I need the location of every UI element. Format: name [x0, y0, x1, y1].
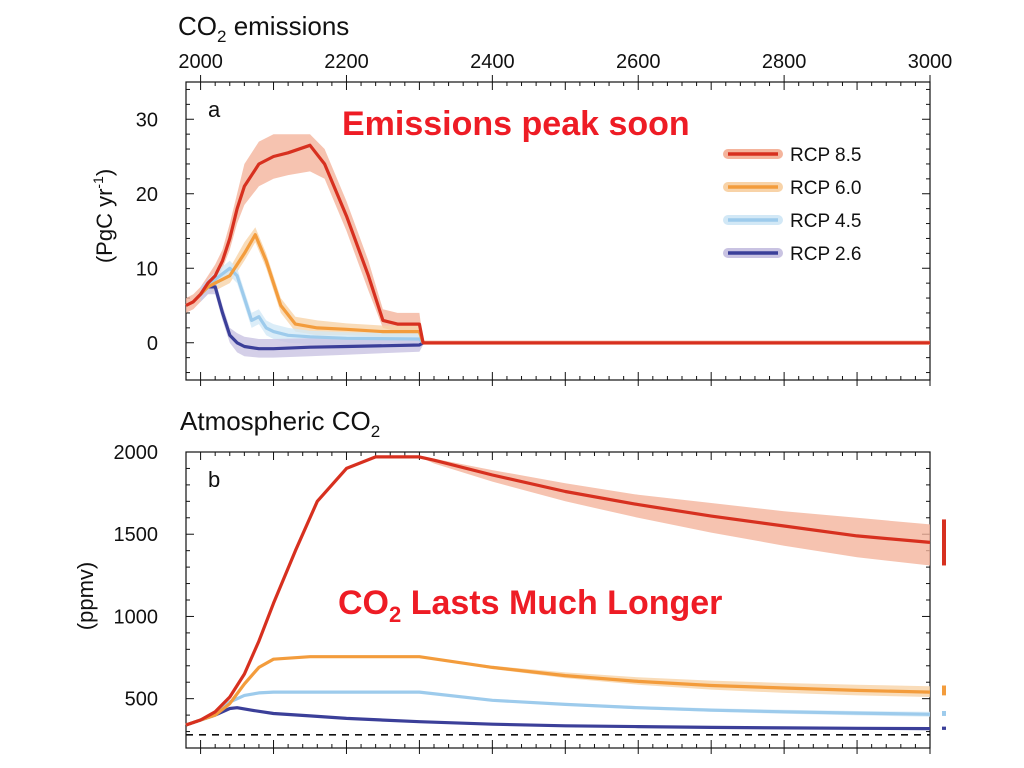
- line-rcp-6-0: [185, 655, 931, 727]
- x-tick-label: 2600: [616, 51, 661, 73]
- line-rcp-2-6: [199, 285, 424, 351]
- panel-a-label: a: [208, 97, 221, 122]
- panel-b-side-markers: [942, 519, 946, 730]
- legend-label: RCP 2.6: [790, 244, 861, 265]
- band-rcp-8-5: [186, 134, 930, 345]
- panel-a-uncertainty-bands: [186, 134, 930, 358]
- y-tick-label: 500: [125, 689, 158, 711]
- y-tick-label: 2000: [114, 442, 159, 464]
- band-rcp-8-5: [186, 456, 930, 725]
- x-tick-label: 3000: [908, 51, 953, 73]
- panel-b-series-lines: [185, 455, 931, 736]
- y-tick-label: 30: [136, 109, 158, 131]
- legend-label: RCP 6.0: [790, 178, 861, 199]
- headline-top: Emissions peak soon: [342, 105, 690, 143]
- line-rcp-4-5: [199, 266, 425, 344]
- line-rcp-8-5: [185, 143, 930, 345]
- panel-a-y-axis-label: (PgC yr-1): [90, 169, 117, 263]
- y-tick-label: 20: [136, 184, 158, 206]
- legend-label: RCP 4.5: [790, 211, 861, 232]
- panel-b-frame: 500 1000 1500 2000: [114, 442, 931, 754]
- side-marker-rcp-2-6: [942, 726, 946, 730]
- panel-a-title: CO2 emissions: [178, 11, 349, 46]
- line-rcp-4-5: [185, 690, 931, 727]
- x-tick-label: 2200: [324, 51, 369, 73]
- side-marker-rcp-8-5: [942, 519, 946, 566]
- y-tick-label: 10: [136, 258, 158, 280]
- panel-b-y-axis-label: (ppmv): [73, 562, 98, 630]
- y-tick-label: 1000: [114, 606, 159, 628]
- panel-b-title: Atmospheric CO2: [180, 406, 380, 441]
- x-tick-label: 2400: [470, 51, 515, 73]
- headline-bottom: CO2 Lasts Much Longer: [338, 584, 722, 627]
- side-marker-rcp-4-5: [942, 711, 946, 716]
- x-tick-label: 2000: [178, 51, 223, 73]
- plot-border: [185, 81, 931, 381]
- x-tick-label: 2800: [762, 51, 807, 73]
- panel-b-label: b: [208, 467, 220, 492]
- band-rcp-4-5: [200, 260, 424, 347]
- side-marker-rcp-6-0: [942, 685, 946, 696]
- band-rcp-2-6: [200, 279, 424, 358]
- panel-a-top-axis: 2000 2200 2400 2600 2800 3000: [178, 51, 952, 82]
- y-tick-label: 0: [147, 333, 158, 355]
- legend-label: RCP 8.5: [790, 145, 861, 166]
- band-rcp-6-0: [186, 656, 930, 725]
- line-rcp-6-0: [199, 233, 425, 344]
- panel-a-series-lines: [185, 143, 930, 351]
- line-rcp-8-5: [185, 455, 931, 727]
- panel-a-legend: RCP 8.5 RCP 6.0 RCP 4.5 RCP 2.6: [723, 145, 861, 265]
- band-rcp-4-5: [186, 692, 930, 725]
- line-rcp-2-6: [185, 706, 931, 731]
- y-tick-label: 1500: [114, 524, 159, 546]
